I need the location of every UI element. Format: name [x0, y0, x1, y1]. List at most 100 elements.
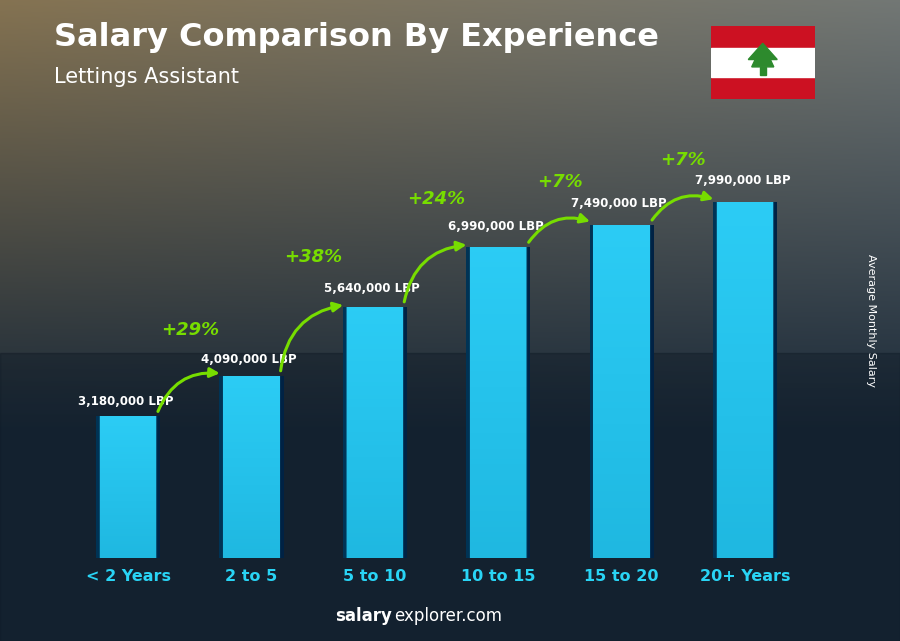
Bar	[590, 269, 653, 274]
Bar	[774, 203, 777, 558]
Bar	[590, 308, 653, 313]
Bar	[713, 428, 777, 433]
Bar	[220, 442, 284, 445]
Bar	[158, 416, 160, 558]
Bar	[96, 421, 160, 423]
Bar	[650, 224, 653, 558]
Bar	[466, 449, 530, 454]
Bar	[96, 553, 160, 555]
Bar	[651, 224, 653, 558]
Bar	[96, 551, 160, 553]
Bar	[466, 470, 530, 475]
Bar	[528, 247, 530, 558]
Bar	[96, 416, 100, 558]
Text: 4,090,000 LBP: 4,090,000 LBP	[201, 353, 297, 366]
Bar	[528, 247, 530, 558]
Bar	[158, 416, 160, 558]
Bar	[158, 416, 160, 558]
Bar	[96, 433, 160, 435]
Bar	[343, 449, 407, 453]
Bar	[775, 203, 777, 558]
Bar	[220, 503, 284, 506]
Bar	[280, 376, 284, 558]
Bar	[526, 247, 530, 558]
Bar	[466, 247, 470, 558]
Bar	[466, 366, 530, 371]
Bar	[96, 529, 160, 532]
Bar	[713, 244, 777, 250]
Bar	[343, 307, 344, 558]
Bar	[343, 336, 407, 340]
Bar	[590, 319, 653, 324]
Bar	[406, 307, 407, 558]
Bar	[343, 361, 407, 365]
Bar	[343, 499, 407, 503]
Bar	[96, 416, 98, 558]
Bar	[96, 426, 160, 428]
Bar	[713, 546, 777, 552]
Bar	[343, 349, 407, 353]
Bar	[713, 421, 777, 428]
Bar	[343, 319, 407, 324]
Text: 6,990,000 LBP: 6,990,000 LBP	[448, 220, 544, 233]
Bar	[590, 458, 653, 463]
Bar	[466, 454, 530, 459]
Bar	[343, 365, 407, 369]
Bar	[220, 440, 284, 442]
Bar	[96, 416, 98, 558]
Bar	[96, 555, 160, 558]
Bar	[590, 224, 592, 558]
Text: 3,180,000 LBP: 3,180,000 LBP	[77, 395, 174, 408]
Bar	[713, 315, 777, 320]
Bar	[713, 356, 777, 362]
Bar	[466, 501, 530, 506]
Text: salary: salary	[335, 607, 392, 625]
Bar	[466, 532, 530, 537]
Bar	[590, 424, 653, 430]
Bar	[343, 412, 407, 415]
Bar	[405, 307, 407, 558]
Bar	[282, 376, 284, 558]
Bar	[96, 416, 99, 558]
Bar	[220, 376, 222, 558]
Bar	[96, 522, 160, 525]
Bar	[96, 435, 160, 437]
Bar	[713, 320, 777, 327]
Bar	[96, 430, 160, 433]
Bar	[220, 376, 221, 558]
Bar	[343, 332, 407, 336]
Bar	[713, 492, 777, 499]
Bar	[96, 532, 160, 534]
Bar	[590, 313, 653, 319]
Bar	[590, 397, 653, 402]
Bar	[713, 386, 777, 392]
Bar	[96, 501, 160, 503]
Bar	[466, 257, 530, 262]
Bar	[590, 463, 653, 469]
Bar	[466, 526, 530, 532]
Bar	[220, 388, 284, 391]
Bar	[466, 299, 530, 304]
Bar	[773, 203, 777, 558]
Bar	[96, 416, 98, 558]
Bar	[713, 203, 716, 558]
Bar	[343, 503, 407, 508]
Bar	[220, 382, 284, 385]
Bar	[220, 458, 284, 461]
Bar	[590, 297, 653, 303]
Bar	[96, 489, 160, 492]
Bar	[403, 307, 407, 558]
Bar	[220, 488, 284, 491]
Bar	[590, 508, 653, 513]
Bar	[713, 499, 777, 504]
Bar	[527, 247, 530, 558]
Bar	[343, 549, 407, 553]
Bar	[590, 535, 653, 541]
Bar	[713, 291, 777, 297]
Bar	[343, 307, 346, 558]
Bar	[590, 224, 593, 558]
Bar	[713, 540, 777, 546]
Bar	[590, 441, 653, 447]
Bar	[527, 247, 530, 558]
Bar	[466, 247, 468, 558]
